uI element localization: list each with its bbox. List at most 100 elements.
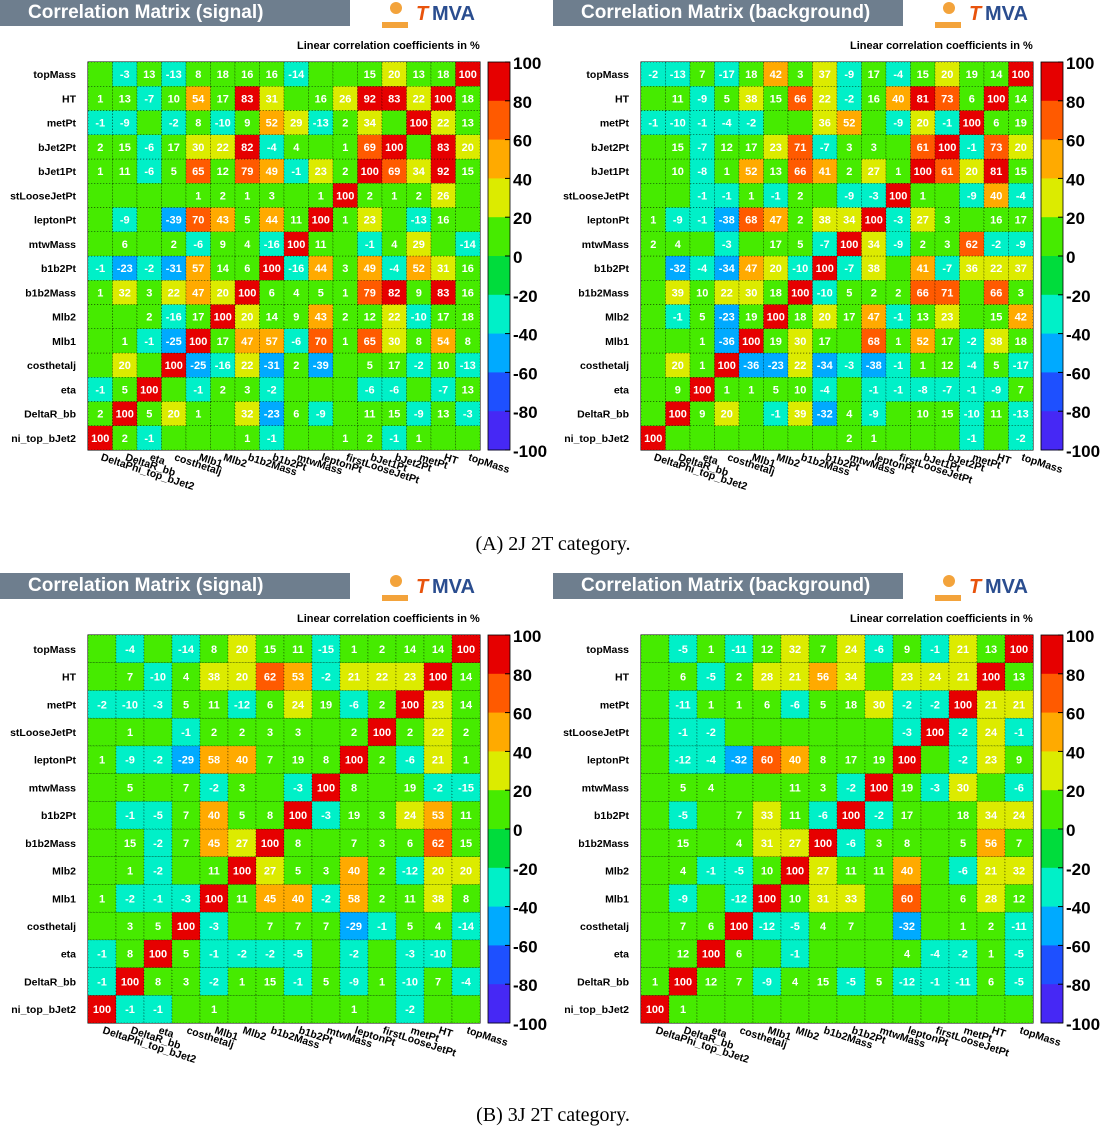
cell-value: 2 (379, 644, 385, 656)
colorbar-label: 40 (1066, 743, 1085, 762)
cell-value: -2 (125, 893, 135, 905)
cell-value: 45 (208, 838, 220, 850)
cell-value: -5 (293, 949, 303, 961)
cell-value: -16 (288, 263, 304, 275)
cell-value: -12 (731, 893, 747, 905)
matrix-cell (199, 995, 229, 1024)
matrix-cell (640, 884, 670, 913)
matrix-cell (367, 911, 397, 941)
cell-value: 100 (457, 644, 475, 656)
matrix-cell (861, 255, 887, 281)
cell-value: 2 (379, 699, 385, 711)
cell-value: -4 (722, 118, 733, 130)
cell-value: -9 (844, 69, 854, 81)
cell-value: 6 (680, 672, 686, 684)
matrix-cell (668, 884, 698, 913)
y-tick-label: Mlb1 (52, 893, 76, 905)
cell-value: 11 (672, 93, 684, 105)
matrix-cell (787, 183, 813, 208)
cell-value: -9 (893, 239, 903, 251)
matrix-cell (161, 158, 187, 184)
cell-value: 100 (121, 976, 139, 988)
cell-value: 5 (171, 166, 177, 178)
matrix-cell (696, 939, 726, 968)
cell-value: -2 (648, 69, 658, 81)
cell-value: 68 (868, 336, 880, 348)
matrix-cell (714, 134, 740, 160)
matrix-cell (780, 801, 810, 830)
matrix-cell (861, 134, 887, 160)
matrix-cell (864, 745, 894, 774)
matrix-cell (259, 255, 285, 281)
cell-value: 17 (217, 93, 229, 105)
cell-value: -2 (169, 118, 179, 130)
cell-value: 10 (672, 166, 684, 178)
matrix-cell (357, 377, 383, 402)
cell-value: 4 (293, 142, 300, 154)
matrix-cell (143, 884, 173, 913)
matrix-cell (395, 745, 425, 774)
y-tick-label: topMass (586, 644, 629, 656)
matrix-cell (696, 884, 726, 913)
cell-value: 17 (868, 69, 880, 81)
cell-value: 2 (367, 190, 373, 202)
matrix-cell (885, 280, 911, 305)
matrix-cell (332, 61, 358, 87)
matrix-cell (861, 425, 887, 451)
cell-value: 3 (820, 782, 826, 794)
matrix-cell (87, 634, 117, 663)
cell-value: -1 (365, 239, 375, 251)
matrix-cell (640, 304, 666, 329)
matrix-cell (640, 280, 666, 305)
matrix-cell (161, 207, 187, 232)
matrix-cell (136, 425, 162, 451)
matrix-cell (696, 828, 726, 857)
matrix-cell (668, 828, 698, 857)
cell-value: 11 (873, 866, 885, 878)
matrix-cell (665, 183, 691, 208)
matrix-cell (696, 690, 726, 719)
matrix-cell (836, 280, 862, 305)
cell-value: 100 (926, 727, 944, 739)
matrix-cell (136, 328, 162, 354)
cell-value: -5 (1014, 976, 1024, 988)
cell-value: 5 (993, 360, 999, 372)
colorbar-segment (1041, 673, 1063, 714)
matrix-cell (143, 911, 173, 941)
y-tick-label: ni_top_bJet2 (564, 433, 629, 445)
matrix-cell (283, 856, 313, 885)
cell-value: -6 (958, 866, 968, 878)
cell-value: 100 (459, 69, 477, 81)
cell-value: 1 (97, 287, 103, 299)
cell-value: 8 (267, 810, 273, 822)
cell-value: 3 (379, 838, 385, 850)
y-tick-label: b1b2Pt (41, 263, 77, 275)
matrix-cell (959, 183, 985, 208)
matrix-cell (455, 401, 481, 426)
matrix-cell (738, 61, 764, 87)
matrix-cell (763, 231, 789, 257)
matrix-cell (115, 662, 145, 691)
matrix-cell (255, 939, 285, 968)
matrix-cell (185, 231, 211, 257)
matrix-cell (430, 304, 456, 329)
cell-value: 34 (868, 239, 881, 251)
cell-value: 4 (792, 976, 799, 988)
matrix-cell (910, 425, 936, 451)
cell-value: 34 (413, 166, 426, 178)
cell-value: 18 (770, 287, 782, 299)
matrix-cell (332, 401, 358, 426)
matrix-subtitle: Linear correlation coefficients in % (850, 613, 1033, 625)
cell-value: -5 (678, 810, 688, 822)
matrix-cell (724, 856, 754, 885)
matrix-cell (430, 328, 456, 354)
cell-value: -2 (153, 838, 163, 850)
cell-value: 1 (895, 336, 901, 348)
cell-value: 65 (192, 166, 204, 178)
matrix-cell (430, 158, 456, 184)
matrix-cell (665, 377, 691, 402)
cell-value: 7 (736, 810, 742, 822)
matrix-cell (332, 86, 358, 111)
matrix-cell (136, 352, 162, 378)
x-tick-label: eta (710, 1024, 728, 1040)
